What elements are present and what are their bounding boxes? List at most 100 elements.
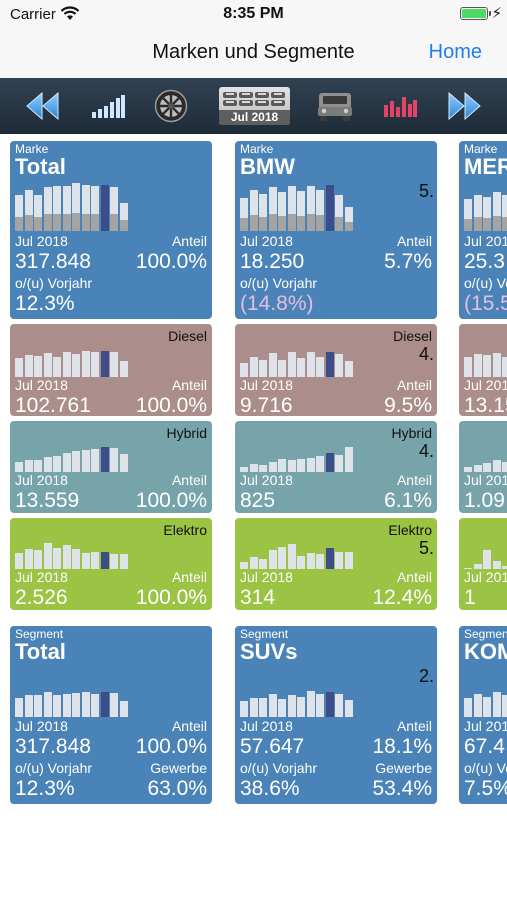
commercial-label: Gewerbe — [375, 760, 432, 776]
chart-bar — [268, 187, 277, 231]
chart-bar — [53, 695, 61, 717]
fast-forward-icon[interactable] — [446, 86, 484, 126]
hybrid-card-bmw[interactable]: Hybrid 4. Jul 2018 Anteil 825 6.1% — [235, 421, 437, 513]
chart-bar — [53, 357, 61, 377]
diesel-card-mercedes[interactable]: Jul 2018 13.15 — [459, 324, 507, 416]
segment-card-suvs[interactable]: Segment SUVs 2. Jul 2018 Anteil 57.647 1… — [235, 626, 437, 804]
share-value: 18.1% — [372, 735, 432, 758]
chart-bar — [325, 692, 334, 717]
chart-bar — [240, 198, 248, 231]
chart-bar — [119, 361, 128, 377]
date-label: Jul 2018 — [240, 718, 293, 734]
chart-bar — [72, 451, 80, 472]
share-value: 100.0% — [135, 586, 207, 609]
chart-bar — [53, 548, 61, 569]
chart-bar — [259, 698, 267, 717]
registrations-value: 13.15 — [464, 394, 507, 416]
chart-bar — [287, 352, 296, 377]
rank-value: 4. — [418, 344, 434, 364]
suv-icon[interactable] — [315, 86, 355, 126]
chart-bar — [15, 462, 23, 472]
prior-year-label: o/(u) Vorjahr — [240, 275, 318, 291]
hybrid-card-total[interactable]: Hybrid Jul 2018 Anteil 13.559 100.0% — [10, 421, 212, 513]
mini-chart — [240, 521, 353, 569]
chart-bar — [24, 190, 33, 231]
chart-bar — [278, 360, 286, 377]
brand-card-bmw[interactable]: Marke BMW 5. Jul 2018 Anteil 18.250 5.7%… — [235, 141, 437, 319]
chart-bar — [297, 556, 305, 569]
registrations-value: 67.4 — [464, 735, 505, 758]
commercial-value: 53.4% — [372, 777, 432, 800]
chart-bar — [278, 547, 286, 569]
home-button[interactable]: Home — [428, 41, 482, 63]
elektro-card-total[interactable]: Elektro Jul 2018 Anteil 2.526 100.0% — [10, 518, 212, 610]
rewind-icon[interactable] — [24, 86, 62, 126]
chart-bar — [72, 183, 80, 231]
mini-chart — [464, 183, 507, 231]
fuel-type-label: Hybrid — [166, 425, 207, 441]
chart-bar — [492, 192, 501, 231]
chart-bar — [110, 352, 118, 377]
wheel-icon[interactable] — [153, 86, 189, 126]
segment-card-kom[interactable]: Segment KOM Jul 2018 67.4 o/(u) Vorjahr … — [459, 626, 507, 804]
share-value: 12.4% — [372, 586, 432, 609]
chart-bar — [492, 353, 501, 377]
chart-bar — [43, 187, 52, 231]
rank-value: 5. — [418, 181, 434, 201]
rank-value: 5. — [418, 538, 434, 558]
card-type-label: Marke — [464, 142, 498, 156]
mini-chart — [15, 424, 128, 472]
chart-bar — [297, 459, 305, 472]
chart-bar — [15, 553, 23, 569]
segment-name: KOM — [464, 639, 507, 664]
chart-bar — [119, 554, 128, 569]
bar-chart-icon[interactable] — [90, 86, 126, 126]
card-type-label: Marke — [240, 142, 274, 156]
chart-bar — [464, 357, 472, 377]
prior-year-label: o/(u) Vorjahr — [15, 760, 93, 776]
brand-card-mercedes[interactable]: Marke MER Jul 2018 25.3 o/(u) Vorjahr (1… — [459, 141, 507, 319]
date-label: Jul 2018 — [15, 718, 68, 734]
mini-chart — [15, 667, 128, 717]
mini-chart — [464, 667, 507, 717]
hybrid-card-mercedes[interactable]: Jul 2018 1.09 — [459, 421, 507, 513]
chart-bar — [91, 449, 99, 472]
chart-bar — [43, 543, 52, 569]
registrations-value: 2.526 — [15, 586, 68, 609]
chart-bar — [464, 568, 472, 569]
chart-bar — [34, 695, 42, 717]
chart-bar — [325, 453, 334, 472]
mini-chart — [15, 183, 128, 231]
chart-bar — [81, 351, 90, 377]
chart-bar — [24, 695, 33, 717]
share-label: Anteil — [171, 233, 207, 249]
elektro-card-bmw[interactable]: Elektro 5. Jul 2018 Anteil 314 12.4% — [235, 518, 437, 610]
chart-bar — [81, 450, 90, 472]
fuel-type-label: Diesel — [168, 328, 207, 344]
elektro-card-mercedes[interactable]: Jul 2018 1 — [459, 518, 507, 610]
mini-chart — [240, 327, 353, 377]
date-label: Jul 2018 — [15, 569, 68, 585]
registrations-value: 314 — [240, 586, 276, 609]
chart-bar — [240, 701, 248, 717]
diesel-card-bmw[interactable]: Diesel 4. Jul 2018 Anteil 9.716 9.5% — [235, 324, 437, 416]
chart-bar — [325, 548, 334, 569]
date-selector[interactable]: Jul 2018 — [219, 87, 290, 125]
chart-bar — [492, 460, 501, 472]
red-bar-chart-icon[interactable] — [382, 86, 418, 126]
brand-card-total[interactable]: Marke Total Jul 2018 Anteil 317.848 100.… — [10, 141, 212, 319]
chart-bar — [43, 353, 52, 377]
segment-card-total[interactable]: Segment Total Jul 2018 Anteil 317.848 10… — [10, 626, 212, 804]
chart-bar — [464, 199, 472, 231]
chart-bar — [34, 550, 42, 569]
share-label: Anteil — [171, 472, 207, 488]
chart-bar — [473, 564, 482, 569]
diesel-card-total[interactable]: Diesel Jul 2018 Anteil 102.761 100.0% — [10, 324, 212, 416]
chart-bar — [344, 207, 353, 231]
chart-bar — [268, 694, 277, 717]
chart-bar — [62, 186, 71, 231]
prior-year-change: 7.5% — [464, 777, 507, 800]
registrations-value: 1 — [464, 586, 476, 609]
page-title: Marken und Segmente — [152, 41, 355, 63]
chart-bar — [306, 691, 315, 717]
